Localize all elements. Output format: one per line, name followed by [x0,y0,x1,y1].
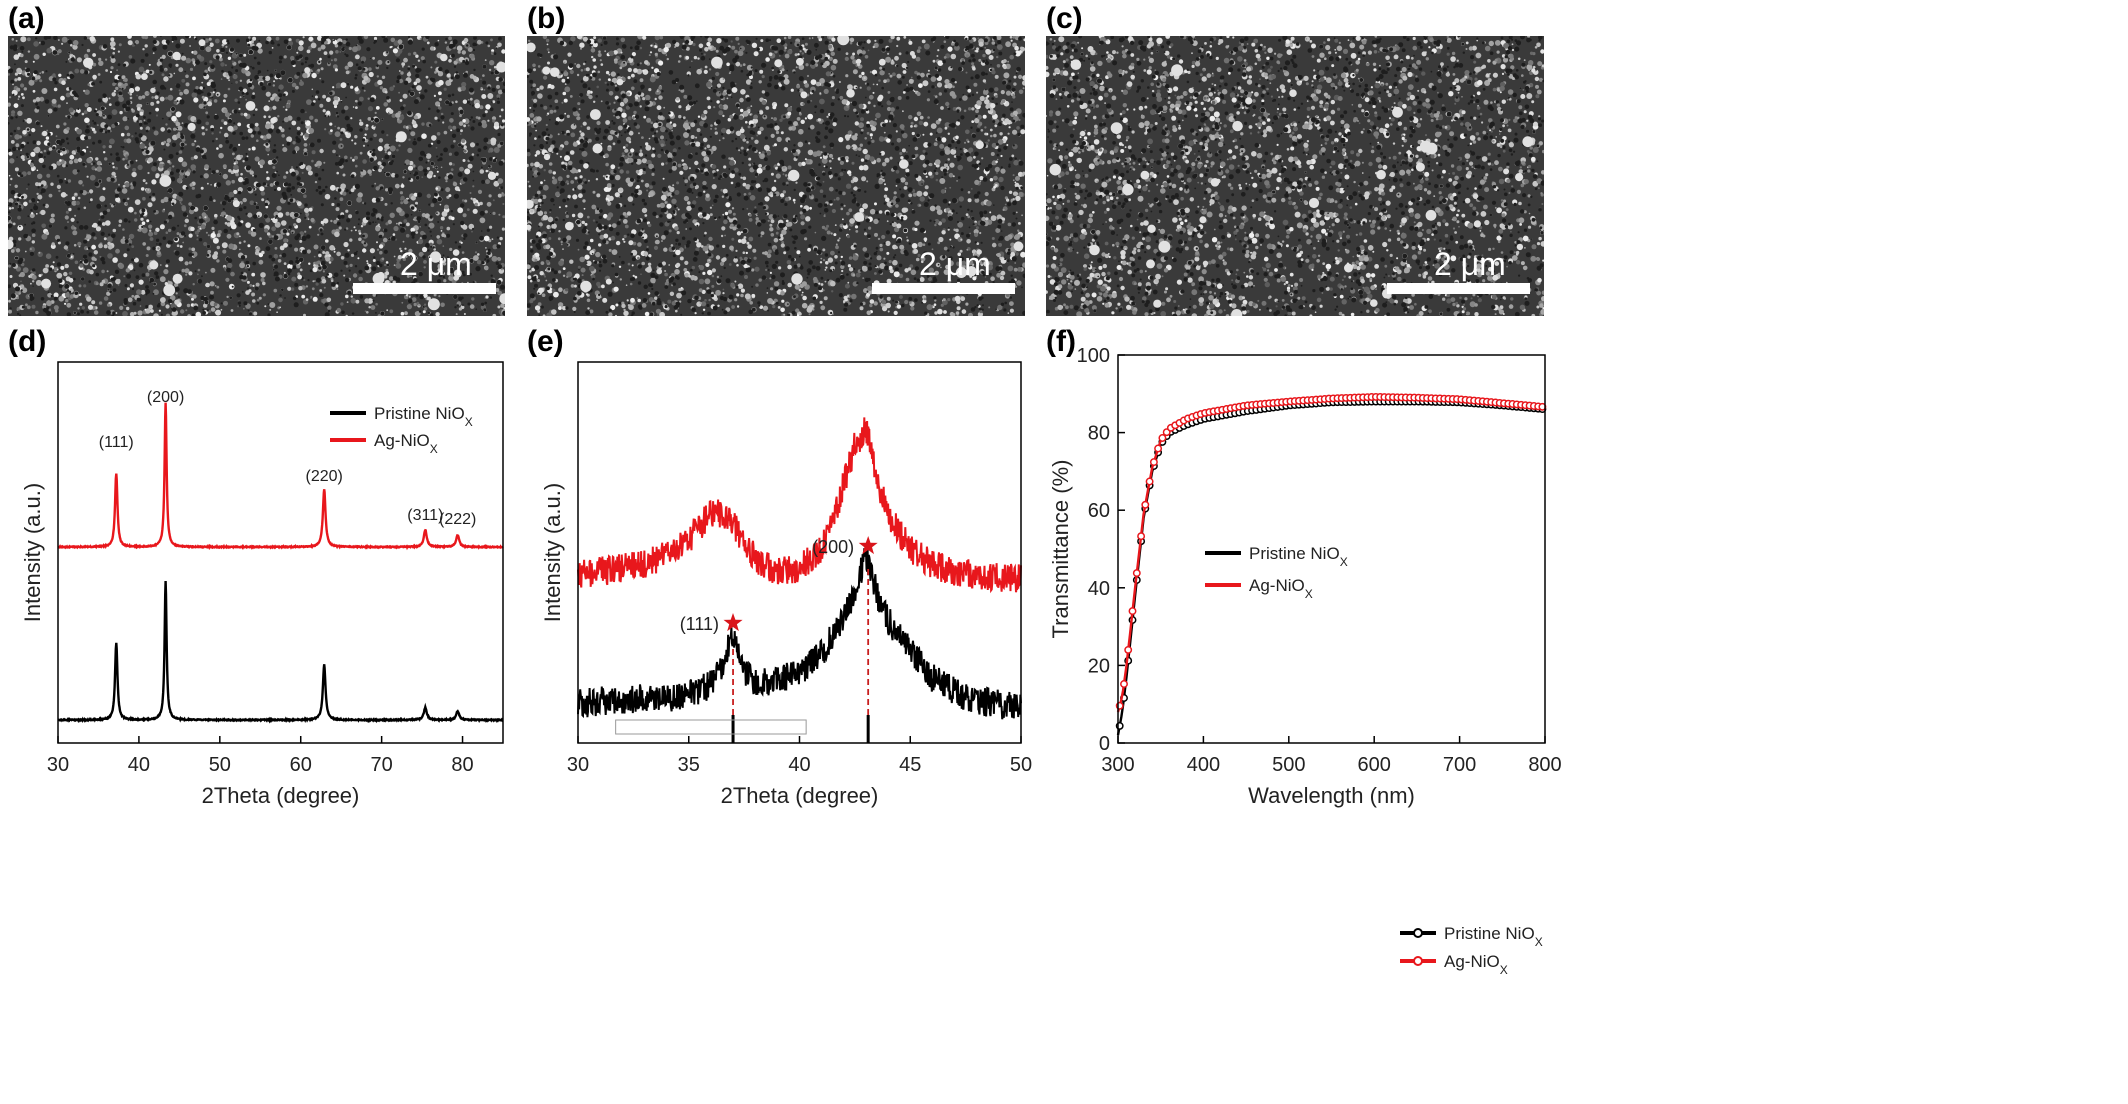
scale-bar [1387,283,1530,294]
x-tick-label: 300 [1101,754,1134,776]
scale-bar [353,283,496,294]
inset-box [615,719,807,735]
peak-label: (220) [306,468,343,485]
series-marker [1120,680,1128,688]
series-marker [1132,569,1141,578]
series-pristine [1115,397,1547,736]
plot-frame [1117,354,1546,744]
panel-label-a: (a) [8,2,45,35]
series-marker [1124,645,1133,654]
sem-image-a: 2 μm [8,36,505,316]
peak-label: (111) [99,434,134,451]
x-tick-label: 30 [47,754,69,776]
panel-label-f: (f) [1046,325,1076,358]
peak-label: (222) [439,511,476,528]
sem-texture [527,36,1025,316]
series-marker [1128,607,1137,616]
series-marker [1154,444,1163,453]
x-axis-label: 2Theta (degree) [202,783,360,808]
x-tick-label: 60 [290,754,312,776]
x-tick-label: 400 [1187,754,1220,776]
y-tick-label: 80 [1088,423,1110,445]
x-tick-label: 30 [567,754,589,776]
y-tick-label: 20 [1088,655,1110,677]
series-line-pristine [57,580,504,724]
x-tick-label: 500 [1272,754,1305,776]
x-tick-label: 800 [1528,754,1561,776]
sem-image-b: 2 μm [527,36,1025,316]
y-axis-label: Intensity (a.u.) [540,483,565,622]
series-ag [1115,392,1547,713]
x-axis-label: 2Theta (degree) [721,783,879,808]
x-tick-label: 45 [899,754,921,776]
series-line-pristine [577,547,1022,720]
y-tick-label: 40 [1088,578,1110,600]
series-line [1116,400,1546,736]
y-tick-label: 60 [1088,500,1110,522]
x-tick-label: 40 [128,754,150,776]
x-tick-label: 50 [209,754,231,776]
legend-label: Ag-NiOX [1444,952,1508,977]
peak-label: (200) [147,389,184,406]
x-tick-label: 80 [451,754,473,776]
xrd-chart-e: (111) (200) 30 35 40 45 50 2Theta (degree) Inten… [540,361,1348,808]
series-line-ag [577,417,1022,594]
legend: Pristine NiOX Ag-NiOX [1205,544,1348,601]
legend-label: Ag-NiOX [1249,576,1313,601]
legend-label: Pristine NiOX [1249,544,1348,569]
y-tick-label: 0 [1099,733,1110,755]
x-tick-label: 600 [1358,754,1391,776]
panel-label-b: (b) [527,2,566,35]
scale-bar [872,283,1015,294]
sem-texture [8,36,505,316]
x-tick-label: 700 [1443,754,1476,776]
peak-label: (111) [680,614,719,634]
legend: Pristine NiOX Ag-NiOX [1400,924,1543,977]
series-marker [1145,477,1154,486]
panel-label-e: (e) [527,325,564,358]
xrd-chart-d: (111) (200) (220) (311)(222) 30 40 50 60 70 80 2Th… [20,361,504,808]
legend-swatch-marker [1413,956,1423,966]
sem-texture [1046,36,1544,316]
panel-label-c: (c) [1046,2,1083,35]
x-axis-label: Wavelength (nm) [1248,783,1415,808]
legend-label: Pristine NiOX [374,404,473,429]
star-icon [858,536,878,555]
peak-label: (311) [407,507,443,524]
scale-bar-label: 2 μm [1434,246,1506,282]
series-line-ag [58,402,504,551]
sem-image-c: 2 μm [1046,36,1544,316]
legend-swatch-marker [1413,928,1423,938]
panel-label-d: (d) [8,325,47,358]
x-tick-label: 35 [678,754,700,776]
series-marker [1137,532,1146,541]
peak-label: (200) [812,537,854,557]
legend-label: Ag-NiOX [374,431,438,456]
plot-frame [57,361,504,744]
scale-bar-label: 2 μm [919,246,991,282]
x-tick-label: 50 [1010,754,1032,776]
series-marker [1149,458,1158,467]
scale-bar-label: 2 μm [400,246,472,282]
y-axis-label: Intensity (a.u.) [20,483,45,622]
x-tick-label: 70 [371,754,393,776]
series-marker [1158,434,1167,442]
x-tick-label: 40 [788,754,810,776]
transmittance-chart-f: 300 400 500 600 700 800 0 20 40 60 80 100 Wavelength… [1048,345,1562,977]
y-axis-label: Transmittance (%) [1048,460,1073,639]
star-icon [723,613,743,632]
y-tick-label: 100 [1077,345,1110,367]
legend-label: Pristine NiOX [1444,924,1543,949]
series-marker [1141,500,1150,509]
